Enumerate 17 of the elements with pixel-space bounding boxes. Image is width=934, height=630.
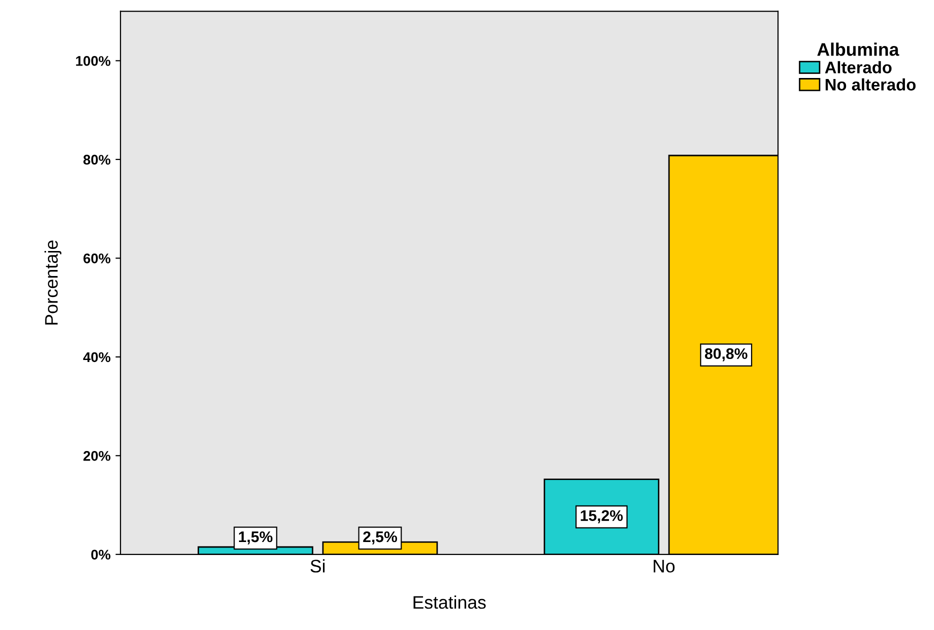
legend-title: Albumina — [817, 42, 900, 56]
x-tick-label: No — [654, 560, 675, 573]
y-tick-label: 20% — [83, 450, 110, 461]
y-tick-label: 0% — [91, 550, 110, 560]
x-tick-label: Si — [310, 559, 325, 573]
data-label: 15,2% — [580, 510, 623, 524]
data-label: 2,5% — [363, 531, 398, 544]
y-tick-label: 80% — [83, 154, 110, 165]
x-axis-title: Estatinas — [414, 596, 486, 609]
legend-label: Alterado — [825, 61, 892, 74]
legend-label: No alterado — [826, 78, 916, 91]
y-tick-label: 60% — [83, 254, 110, 264]
data-label: 1,5% — [239, 531, 272, 544]
data-label: 80,8% — [704, 348, 748, 362]
y-tick-label: 40% — [83, 352, 110, 362]
y-axis-title: Porcentaje — [44, 240, 62, 325]
y-tick-label: 100% — [76, 56, 110, 66]
